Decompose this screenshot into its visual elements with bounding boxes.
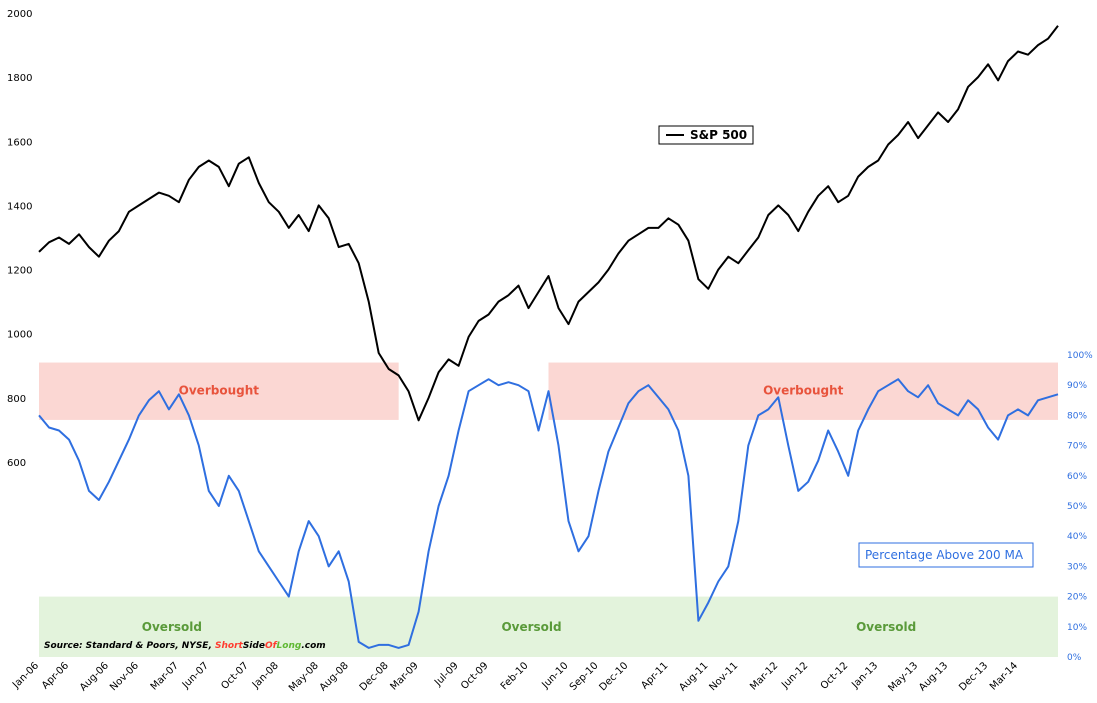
left-tick-label: 1800	[7, 73, 32, 84]
right-tick-label: 30%	[1067, 562, 1087, 572]
zone-oversold-2	[39, 596, 1058, 657]
brand-long: Long	[277, 641, 302, 651]
zone-overbought-0	[39, 362, 399, 420]
right-tick-label: 100%	[1067, 351, 1093, 361]
x-tick-label: Oct-09	[459, 660, 491, 692]
x-tick-label: Aug-13	[917, 660, 950, 693]
oversold-label-1: Oversold	[501, 620, 561, 634]
oversold-label-0: Oversold	[142, 620, 202, 634]
right-tick-label: 40%	[1067, 532, 1087, 542]
zone-overbought-1	[548, 362, 1058, 420]
brand-short: Short	[215, 641, 244, 651]
x-tick-label: Aug-08	[318, 660, 351, 693]
x-tick-label: Jun-10	[540, 660, 571, 691]
x-tick-label: Jan-06	[10, 660, 41, 691]
x-tick-label: Oct-12	[819, 660, 851, 692]
right-tick-label: 0%	[1067, 653, 1082, 663]
x-tick-label: Apr-06	[40, 660, 71, 691]
x-tick-label: Jan-08	[250, 660, 281, 691]
x-tick-label: May-13	[886, 660, 920, 694]
x-tick-label: Nov-06	[108, 660, 141, 693]
spx-legend: S&P 500	[658, 125, 754, 145]
x-tick-label: Nov-11	[707, 660, 740, 693]
x-tick-label: May-08	[287, 660, 321, 694]
left-axis: 2000 1800 1600 1400 1200 1000 800 600	[7, 9, 32, 469]
x-tick-label: Oct-07	[219, 660, 251, 692]
right-axis: 100% 90% 80% 70% 60% 50% 40% 30% 20% 10% 0%	[1067, 351, 1093, 663]
right-tick-label: 60%	[1067, 472, 1087, 482]
left-tick-label: 2000	[7, 9, 32, 20]
right-tick-label: 80%	[1067, 411, 1087, 421]
x-tick-label: Jun-07	[180, 660, 211, 691]
right-tick-label: 90%	[1067, 381, 1087, 391]
left-tick-label: 1400	[7, 201, 32, 212]
x-tick-label: Mar-09	[389, 660, 421, 692]
left-tick-label: 1200	[7, 266, 32, 277]
zone-group	[39, 362, 1058, 657]
right-tick-label: 70%	[1067, 442, 1087, 452]
zone-label-group: Overbought Overbought Oversold Oversold Over…	[142, 384, 916, 634]
brand-side: Side	[243, 641, 265, 651]
source-prefix: Source: Standard & Poors, NYSE,	[44, 641, 215, 651]
oversold-label-2: Oversold	[856, 620, 916, 634]
x-tick-label: Jun-12	[779, 660, 810, 691]
spx-legend-label: S&P 500	[690, 128, 747, 142]
source-note: Source: Standard & Poors, NYSE, ShortSid…	[44, 641, 326, 651]
x-tick-label: Jul-09	[432, 660, 461, 689]
x-tick-label: Apr-11	[639, 660, 670, 691]
x-tick-label: Feb-10	[499, 660, 531, 692]
left-tick-label: 600	[7, 458, 26, 469]
left-tick-label: 1000	[7, 330, 32, 341]
x-tick-label: Aug-11	[677, 660, 710, 693]
brand-suffix: .com	[301, 641, 325, 651]
overbought-label-0: Overbought	[179, 384, 260, 398]
x-tick-label: Aug-06	[78, 660, 111, 693]
right-tick-label: 50%	[1067, 502, 1087, 512]
x-tick-label: Sep-10	[568, 660, 601, 693]
left-tick-label: 800	[7, 394, 26, 405]
breadth-series-line	[38, 378, 1059, 649]
x-tick-label: Dec-10	[598, 660, 631, 693]
right-tick-label: 10%	[1067, 623, 1087, 633]
x-tick-label: Jan-13	[849, 660, 880, 691]
left-tick-label: 1600	[7, 137, 32, 148]
x-tick-label: Dec-08	[358, 660, 391, 693]
overbought-label-1: Overbought	[763, 384, 844, 398]
x-tick-label: Dec-13	[957, 660, 990, 693]
breadth-legend: Percentage Above 200 MA	[858, 542, 1034, 568]
brand-of: Of	[265, 641, 278, 651]
x-tick-label: Mar-14	[988, 660, 1020, 692]
x-tick-label: Mar-07	[149, 660, 181, 692]
x-tick-label: Mar-12	[748, 660, 780, 692]
spx-series-line	[38, 25, 1059, 422]
breadth-legend-label: Percentage Above 200 MA	[865, 548, 1024, 562]
right-tick-label: 20%	[1067, 593, 1087, 603]
